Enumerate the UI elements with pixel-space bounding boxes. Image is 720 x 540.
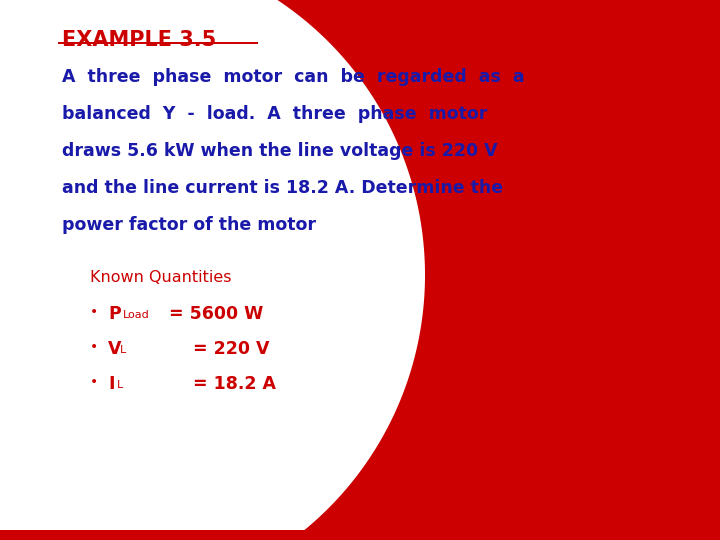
Text: V: V <box>108 340 122 358</box>
Text: draws 5.6 kW when the line voltage is 220 V: draws 5.6 kW when the line voltage is 22… <box>62 142 498 160</box>
Bar <box>0 530 720 540</box>
Text: Known Quantities: Known Quantities <box>90 270 232 285</box>
Text: = 5600 W: = 5600 W <box>163 305 264 323</box>
Text: power factor of the motor: power factor of the motor <box>62 216 316 234</box>
Text: L: L <box>117 380 123 390</box>
Text: •: • <box>90 305 98 319</box>
Bar <box>58 42 258 44</box>
Text: EXAMPLE 3.5: EXAMPLE 3.5 <box>62 30 216 50</box>
Text: •: • <box>90 340 98 354</box>
Text: Load: Load <box>123 310 150 320</box>
Text: = 220 V: = 220 V <box>163 340 269 358</box>
Text: balanced  Y  -  load.  A  three  phase  motor: balanced Y - load. A three phase motor <box>62 105 487 123</box>
Text: •: • <box>90 375 98 389</box>
Text: P: P <box>108 305 121 323</box>
Text: and the line current is 18.2 A. Determine the: and the line current is 18.2 A. Determin… <box>62 179 503 197</box>
Text: L: L <box>120 345 126 355</box>
Text: I: I <box>108 375 114 393</box>
Text: A  three  phase  motor  can  be  regarded  as  a: A three phase motor can be regarded as a <box>62 68 525 86</box>
Text: = 18.2 A: = 18.2 A <box>163 375 276 393</box>
